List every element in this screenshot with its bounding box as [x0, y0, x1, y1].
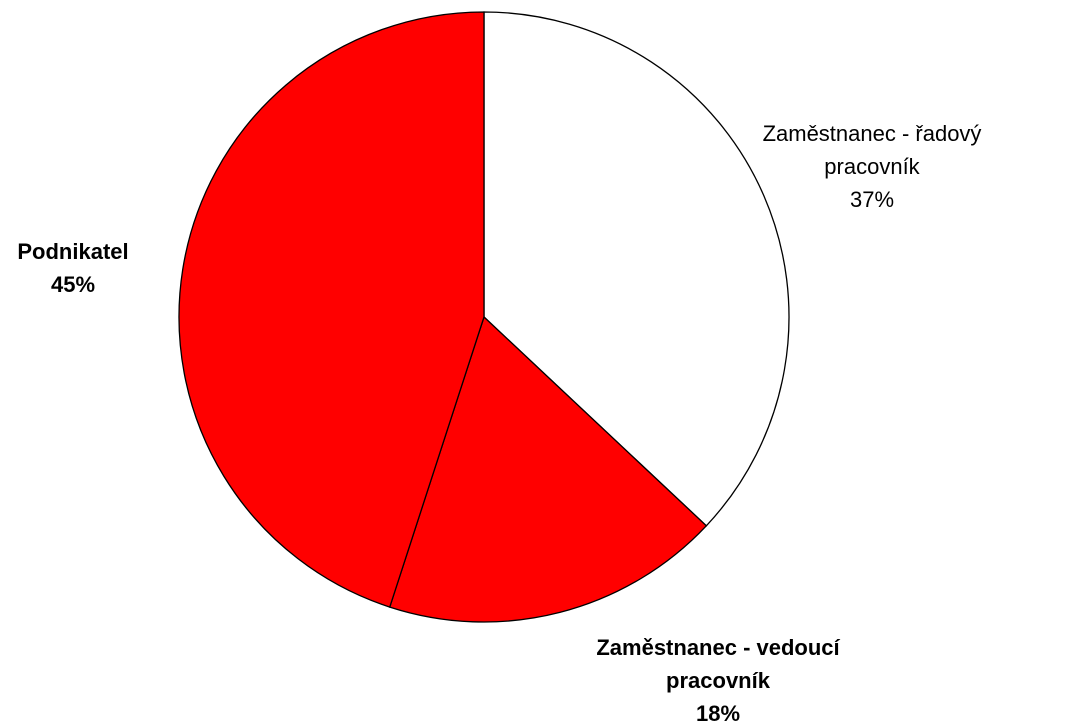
category-label: Podnikatel — [17, 239, 129, 264]
value-label: 37% — [849, 187, 895, 212]
slice-label: Podnikatel 45% — [3, 235, 143, 301]
pie-slice — [388, 315, 708, 623]
value-label: 18% — [695, 701, 741, 721]
category-label: Zaměstnanec - řadový pracovník — [762, 121, 982, 179]
pie-slice — [483, 11, 790, 527]
pie-slice — [178, 11, 485, 608]
slice-label: Zaměstnanec - vedoucí pracovník 18% — [568, 631, 868, 721]
category-label: Zaměstnanec - vedoucí pracovník — [596, 635, 840, 693]
slice-label: Zaměstnanec - řadový pracovník 37% — [737, 117, 1007, 216]
value-label: 45% — [50, 272, 96, 297]
